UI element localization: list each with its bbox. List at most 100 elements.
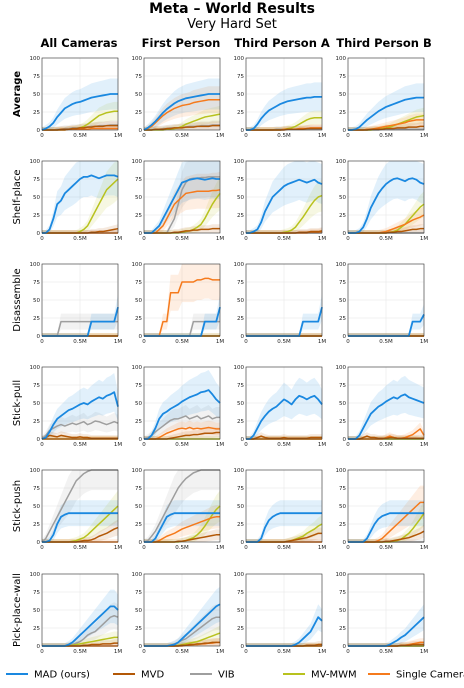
panel-stick-push-third-person-a: 0 25 50 75 100 0 0.5M 1M [234, 468, 327, 551]
xtick-label: 0.5M [73, 649, 87, 655]
ytick-label: 100 [132, 365, 143, 371]
ytick-label: 25 [237, 110, 244, 116]
ytick-label: 100 [132, 572, 143, 578]
ytick-label: 50 [33, 195, 40, 201]
xtick-label: 0.5M [175, 339, 189, 345]
band-mad-ours [42, 78, 118, 130]
band-mad-ours [348, 500, 424, 542]
axes-frame [245, 57, 323, 131]
ytick-label: 0 [241, 334, 245, 340]
xtick-label: 0.5M [277, 339, 291, 345]
band-mv-mwm [144, 490, 220, 542]
line-mad-ours [144, 177, 220, 234]
ytick-label: 0 [139, 334, 143, 340]
ytick-label: 75 [339, 590, 346, 596]
ytick-label: 25 [33, 626, 40, 632]
xtick-label: 0 [40, 649, 44, 655]
axes-frame [143, 469, 221, 543]
ytick-label: 25 [237, 522, 244, 528]
ytick-label: 50 [135, 195, 142, 201]
xtick-label: 1M [420, 133, 428, 139]
ytick-label: 0 [343, 540, 347, 546]
axes-frame [245, 160, 323, 234]
xtick-label: 1M [114, 339, 122, 345]
panel-pick-place-wall-third-person-a: 0 25 50 75 100 0 0.5M 1M [234, 572, 327, 655]
ytick-label: 50 [135, 608, 142, 614]
xtick-label: 0.5M [175, 236, 189, 242]
axes-frame [347, 573, 425, 647]
ytick-label: 25 [339, 316, 346, 322]
axes-frame [347, 469, 425, 543]
ytick-label: 50 [33, 92, 40, 98]
band-single-camera [144, 505, 220, 542]
xtick-label: 0 [40, 442, 44, 448]
legend-item-vib: VIB [190, 670, 235, 681]
band-mvd [144, 529, 220, 542]
ytick-label: 50 [339, 608, 346, 614]
ytick-label: 100 [30, 262, 41, 268]
band-vib [42, 602, 118, 646]
ytick-label: 50 [33, 608, 40, 614]
ytick-label: 25 [135, 213, 142, 219]
ytick-label: 75 [339, 280, 346, 286]
xtick-label: 0 [40, 339, 44, 345]
ytick-label: 75 [339, 383, 346, 389]
ytick-label: 75 [237, 74, 244, 80]
ytick-label: 50 [237, 195, 244, 201]
line-mad-ours [348, 96, 424, 131]
ytick-label: 100 [132, 56, 143, 62]
ytick-label: 100 [132, 468, 143, 474]
ytick-label: 25 [339, 213, 346, 219]
panel-stick-pull-first-person: 0 25 50 75 100 0 0.5M 1M [132, 365, 225, 448]
line-mad-ours [348, 177, 425, 234]
xtick-label: 0.5M [379, 236, 393, 242]
axes-frame [245, 366, 323, 440]
xtick-label: 0.5M [73, 133, 87, 139]
row-label-stick-pull: Stick-pull [12, 380, 23, 426]
ytick-label: 100 [30, 56, 41, 62]
band-mad-ours [144, 500, 220, 542]
ytick-label: 100 [336, 365, 347, 371]
ytick-label: 75 [33, 486, 40, 492]
ytick-label: 25 [339, 110, 346, 116]
band-mvd [144, 224, 220, 233]
band-mv-mwm [42, 161, 118, 233]
ytick-label: 75 [135, 74, 142, 80]
ytick-label: 0 [139, 128, 143, 134]
band-mad-ours [144, 370, 220, 439]
xtick-label: 1M [420, 339, 428, 345]
axes-frame [245, 263, 323, 337]
band-mvd [144, 427, 220, 439]
xtick-label: 0 [40, 545, 44, 551]
line-mad-ours [143, 93, 220, 131]
xtick-label: 0 [40, 236, 44, 242]
ytick-label: 50 [33, 298, 40, 304]
xtick-label: 1M [114, 133, 122, 139]
ytick-label: 50 [339, 92, 346, 98]
column-title-all-cameras: All Cameras [40, 36, 117, 50]
axes-frame [347, 160, 425, 234]
ytick-label: 100 [132, 262, 143, 268]
ytick-label: 25 [135, 419, 142, 425]
ytick-label: 0 [343, 334, 347, 340]
ytick-label: 0 [37, 644, 41, 650]
band-mad-ours [144, 586, 220, 646]
ytick-label: 0 [37, 334, 41, 340]
line-vib [143, 415, 220, 440]
axes-frame [347, 366, 425, 440]
ytick-label: 75 [237, 177, 244, 183]
panel-grid: Average 0 25 50 75 100 0 0.5M 1M 0 25 50 75 100 0 0.5M 1… [12, 56, 428, 655]
panel-stick-push-first-person: 0 25 50 75 100 0 0.5M 1M [132, 468, 225, 551]
legend-label-single-camera: Single Camera [396, 670, 464, 681]
band-vib [42, 411, 118, 439]
ytick-label: 75 [33, 74, 40, 80]
ytick-label: 75 [33, 280, 40, 286]
line-mad-ours [246, 512, 322, 543]
xtick-label: 0 [244, 133, 248, 139]
row-label-pick-place-wall: Pick-place-wall [12, 573, 23, 647]
xtick-label: 0 [142, 545, 146, 551]
ytick-label: 25 [135, 316, 142, 322]
ytick-label: 25 [339, 626, 346, 632]
xtick-label: 0.5M [73, 442, 87, 448]
axes-frame [347, 57, 425, 131]
